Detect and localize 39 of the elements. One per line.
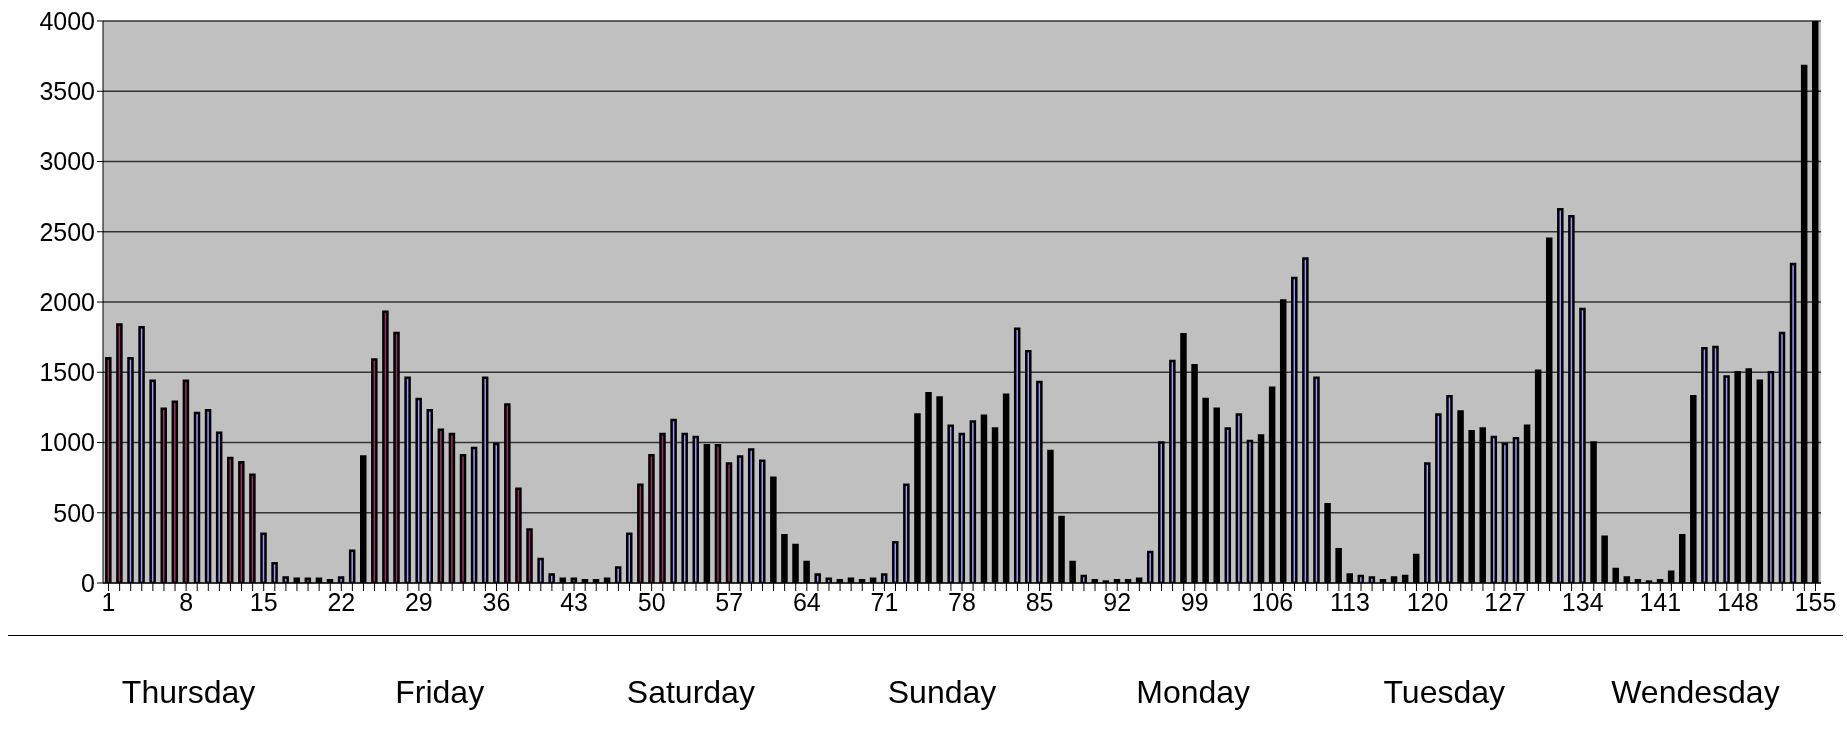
x-tick-label: 113: [1330, 587, 1370, 616]
x-tick-label: 148: [1717, 587, 1759, 616]
x-tick-label: 50: [637, 587, 666, 616]
x-tick-label: 134: [1561, 587, 1604, 616]
x-tick-label: 106: [1251, 587, 1294, 616]
text: Wendesday: [1611, 674, 1780, 711]
y-tick-label: 2000: [39, 287, 95, 316]
x-tick-label: 64: [792, 587, 821, 616]
text: Tuesday: [1383, 674, 1506, 711]
x-tick-label: 71: [870, 587, 899, 616]
y-tick-label: 1500: [39, 358, 95, 387]
x-tick-label: 57: [715, 587, 744, 616]
text: Thursday: [121, 674, 256, 711]
x-tick-label: 22: [327, 587, 356, 616]
x-tick-label: 78: [948, 587, 976, 616]
text: Friday: [395, 674, 485, 711]
x-tick-label: 85: [1025, 587, 1054, 616]
x-tick-label: 99: [1180, 587, 1209, 616]
x-tick-label: 120: [1406, 587, 1449, 616]
text: Saturday: [626, 674, 755, 711]
x-tick-label: 43: [560, 587, 588, 616]
y-tick-label: 3500: [39, 77, 95, 106]
y-tick-label: 1000: [39, 428, 95, 457]
text: Monday: [1136, 674, 1251, 711]
y-tick-label: 0: [81, 568, 95, 597]
x-tick-label: 141: [1639, 587, 1682, 616]
x-tick-label: 15: [249, 587, 278, 616]
x-tick-label: 92: [1103, 587, 1132, 616]
y-tick-label: 2500: [39, 217, 95, 246]
y-tick-label: 500: [53, 498, 95, 527]
y-tick-label: 3000: [39, 147, 95, 176]
y-tick-label: 4000: [39, 6, 95, 35]
x-tick-label: 29: [404, 587, 433, 616]
x-tick-label: 155: [1794, 587, 1837, 616]
text: Sunday: [887, 674, 997, 711]
x-tick-label: 127: [1484, 587, 1526, 616]
x-tick-label: 8: [179, 587, 194, 616]
x-tick-label: 36: [482, 587, 511, 616]
x-tick-label: 1: [101, 587, 116, 616]
